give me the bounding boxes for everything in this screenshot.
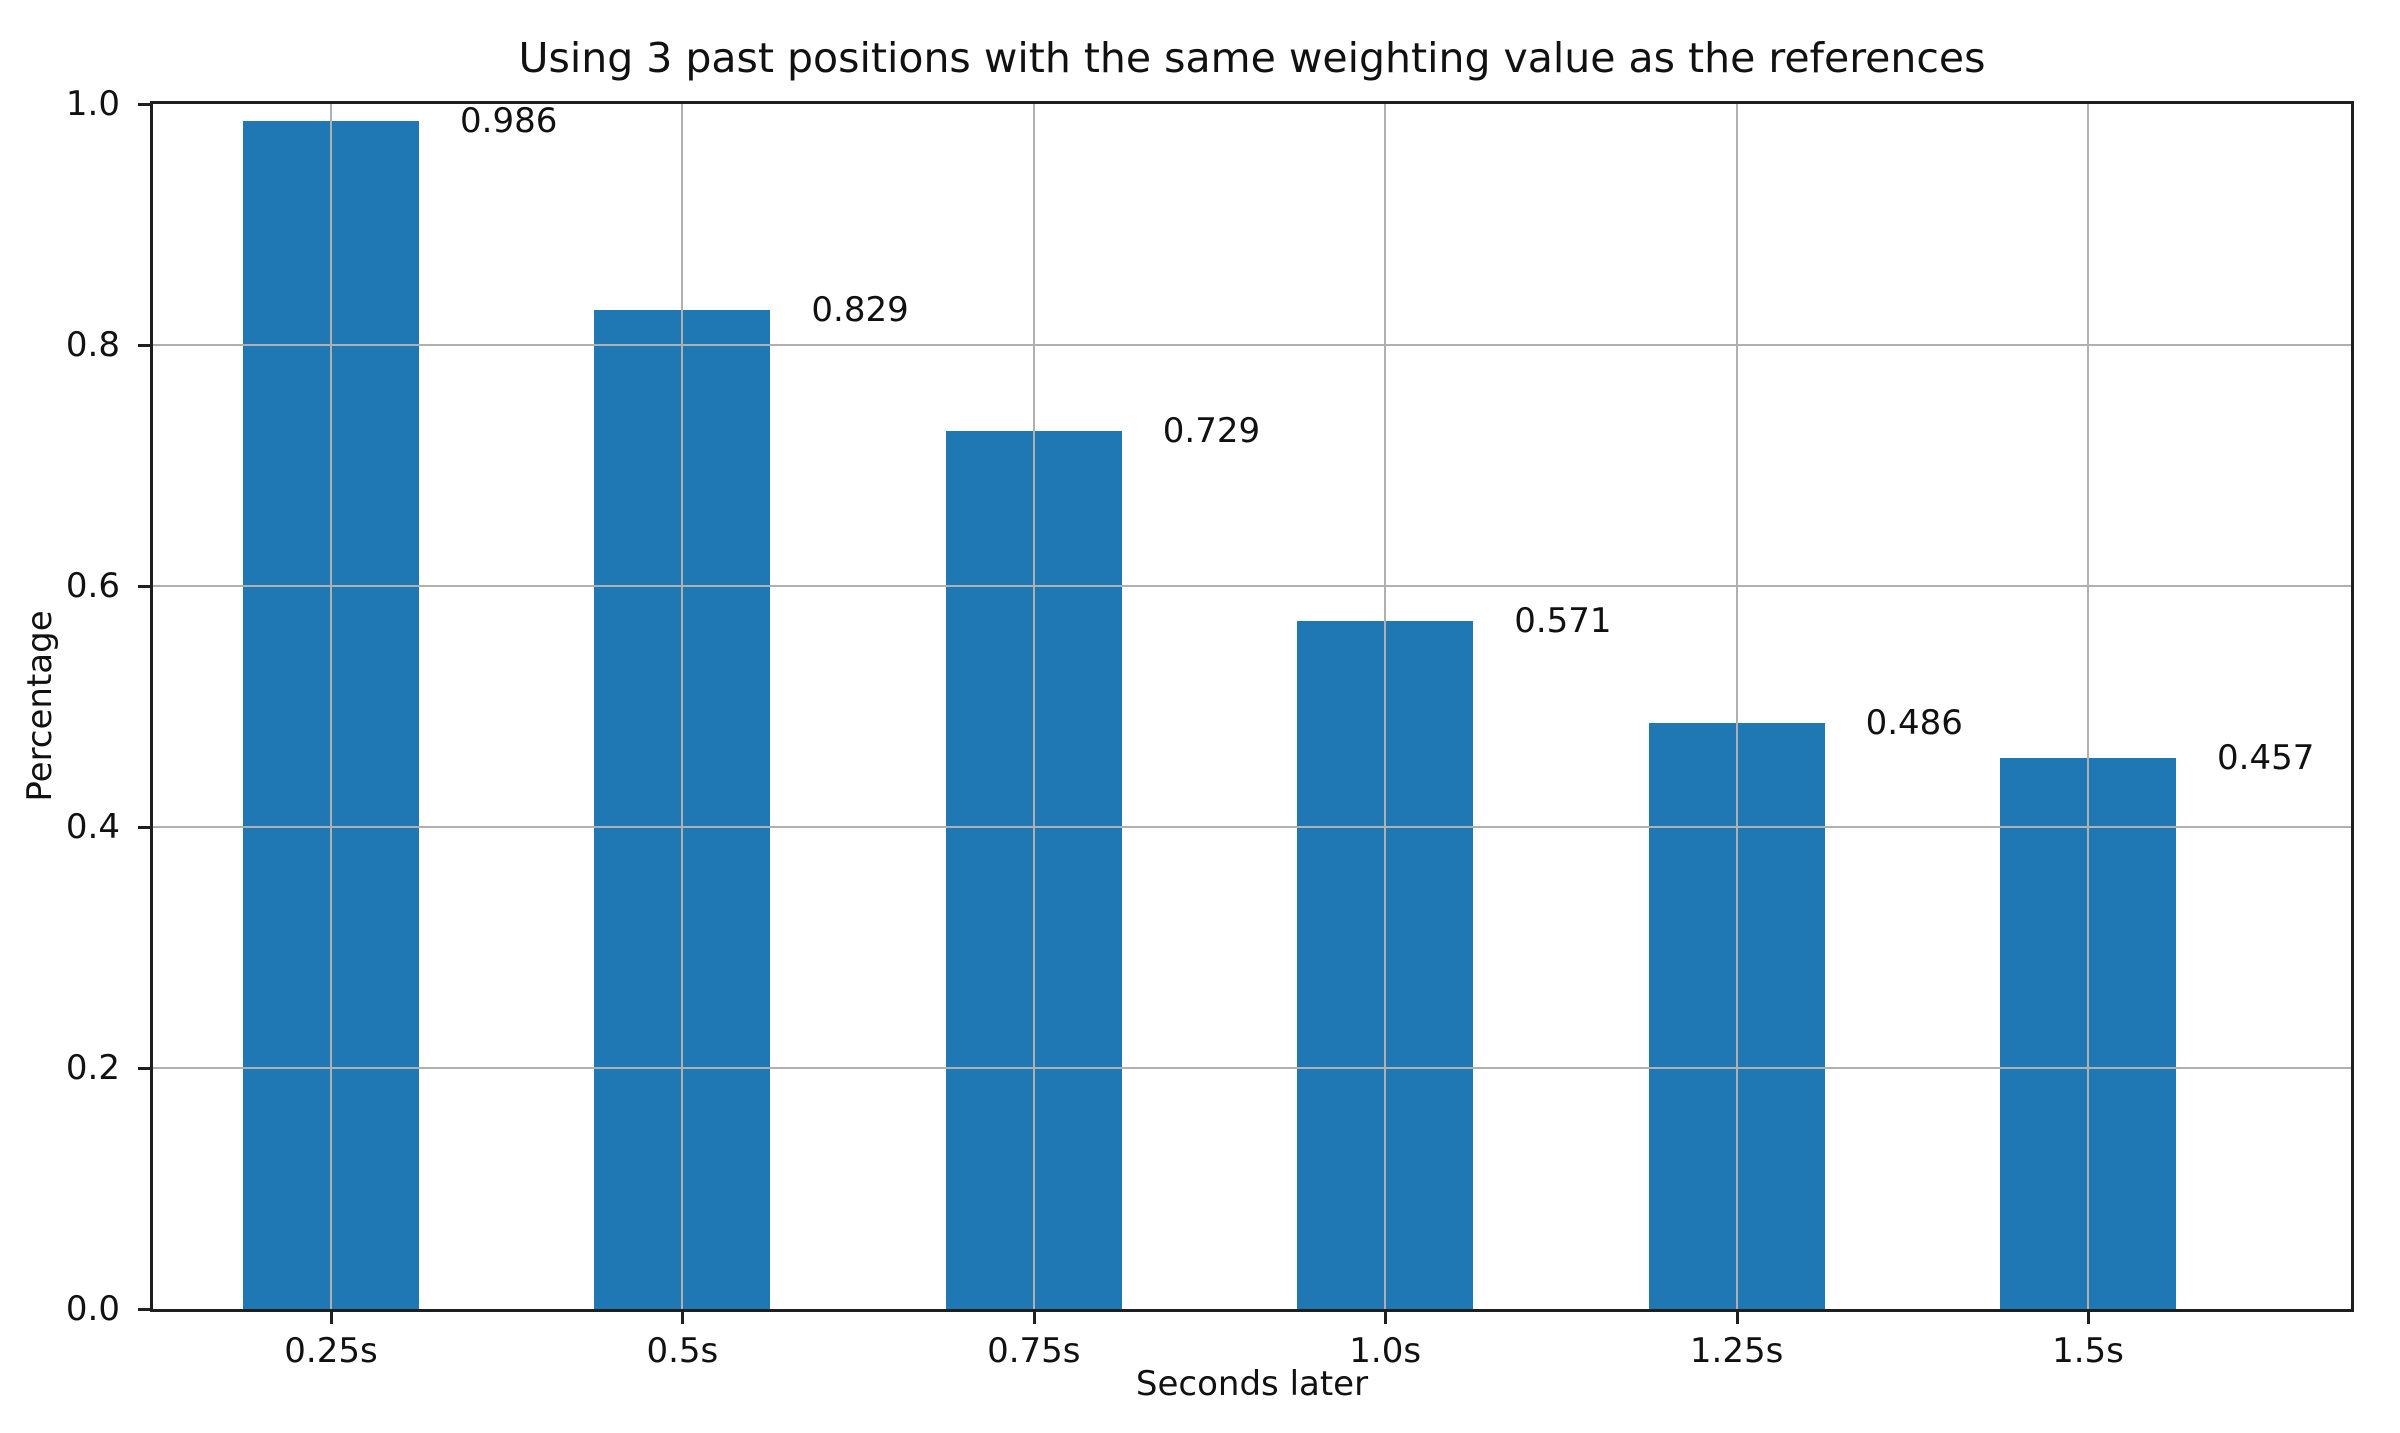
x-tick-label: 1.5s <box>2052 1331 2124 1371</box>
x-tick-label: 0.75s <box>987 1331 1081 1371</box>
y-tick-label: 0.4 <box>65 807 120 847</box>
v-gridline <box>330 104 332 1309</box>
x-tick-label: 0.25s <box>284 1331 378 1371</box>
x-tick-label: 0.5s <box>646 1331 719 1371</box>
bar-value-label: 0.729 <box>1162 410 1261 451</box>
y-tick-label: 1.0 <box>65 84 120 124</box>
bar-value-label: 0.486 <box>1865 703 1963 744</box>
bar-value-label: 0.571 <box>1514 600 1612 641</box>
x-tick-label: 1.0s <box>1349 1331 1422 1371</box>
y-tick-mark <box>138 1308 150 1311</box>
x-tick-mark <box>330 1312 333 1324</box>
h-gridline <box>153 344 2351 346</box>
y-tick-label: 0.0 <box>65 1289 120 1329</box>
x-tick-mark <box>2087 1312 2090 1324</box>
x-tick-label: 1.25s <box>1689 1331 1784 1371</box>
y-tick-label: 0.2 <box>65 1048 120 1088</box>
v-gridline <box>1735 104 1738 1309</box>
bar-value-label: 0.457 <box>2217 738 2315 779</box>
y-tick-label: 0.8 <box>65 325 120 365</box>
x-axis-label: Seconds later <box>1135 1364 1369 1404</box>
x-tick-mark <box>681 1312 685 1324</box>
x-tick-mark <box>1032 1312 1036 1324</box>
y-tick-mark <box>138 826 150 829</box>
y-tick-mark <box>138 344 150 347</box>
x-tick-mark <box>1735 1312 1739 1324</box>
y-tick-mark <box>138 1067 150 1070</box>
bar-value-label: 0.986 <box>460 100 558 141</box>
x-tick-mark <box>1384 1312 1388 1324</box>
y-tick-mark <box>138 103 150 106</box>
h-gridline <box>153 826 2351 828</box>
chart-title: Using 3 past positions with the same wei… <box>518 34 1986 82</box>
y-axis-label: Percentage <box>20 610 60 802</box>
v-gridline <box>1032 104 1035 1309</box>
h-gridline <box>153 1067 2351 1069</box>
y-tick-mark <box>138 585 150 588</box>
v-gridline <box>681 104 684 1309</box>
y-tick-label: 0.6 <box>65 566 120 606</box>
bar-value-label: 0.829 <box>811 290 909 331</box>
v-gridline <box>2087 104 2089 1309</box>
v-gridline <box>1384 104 1387 1309</box>
plot-area: 0.0 0.2 0.4 0.6 0.8 1.0 0.25s 0.5s 0.75s 1.0s 1.25… <box>66 84 2354 1371</box>
h-gridline <box>153 585 2351 587</box>
